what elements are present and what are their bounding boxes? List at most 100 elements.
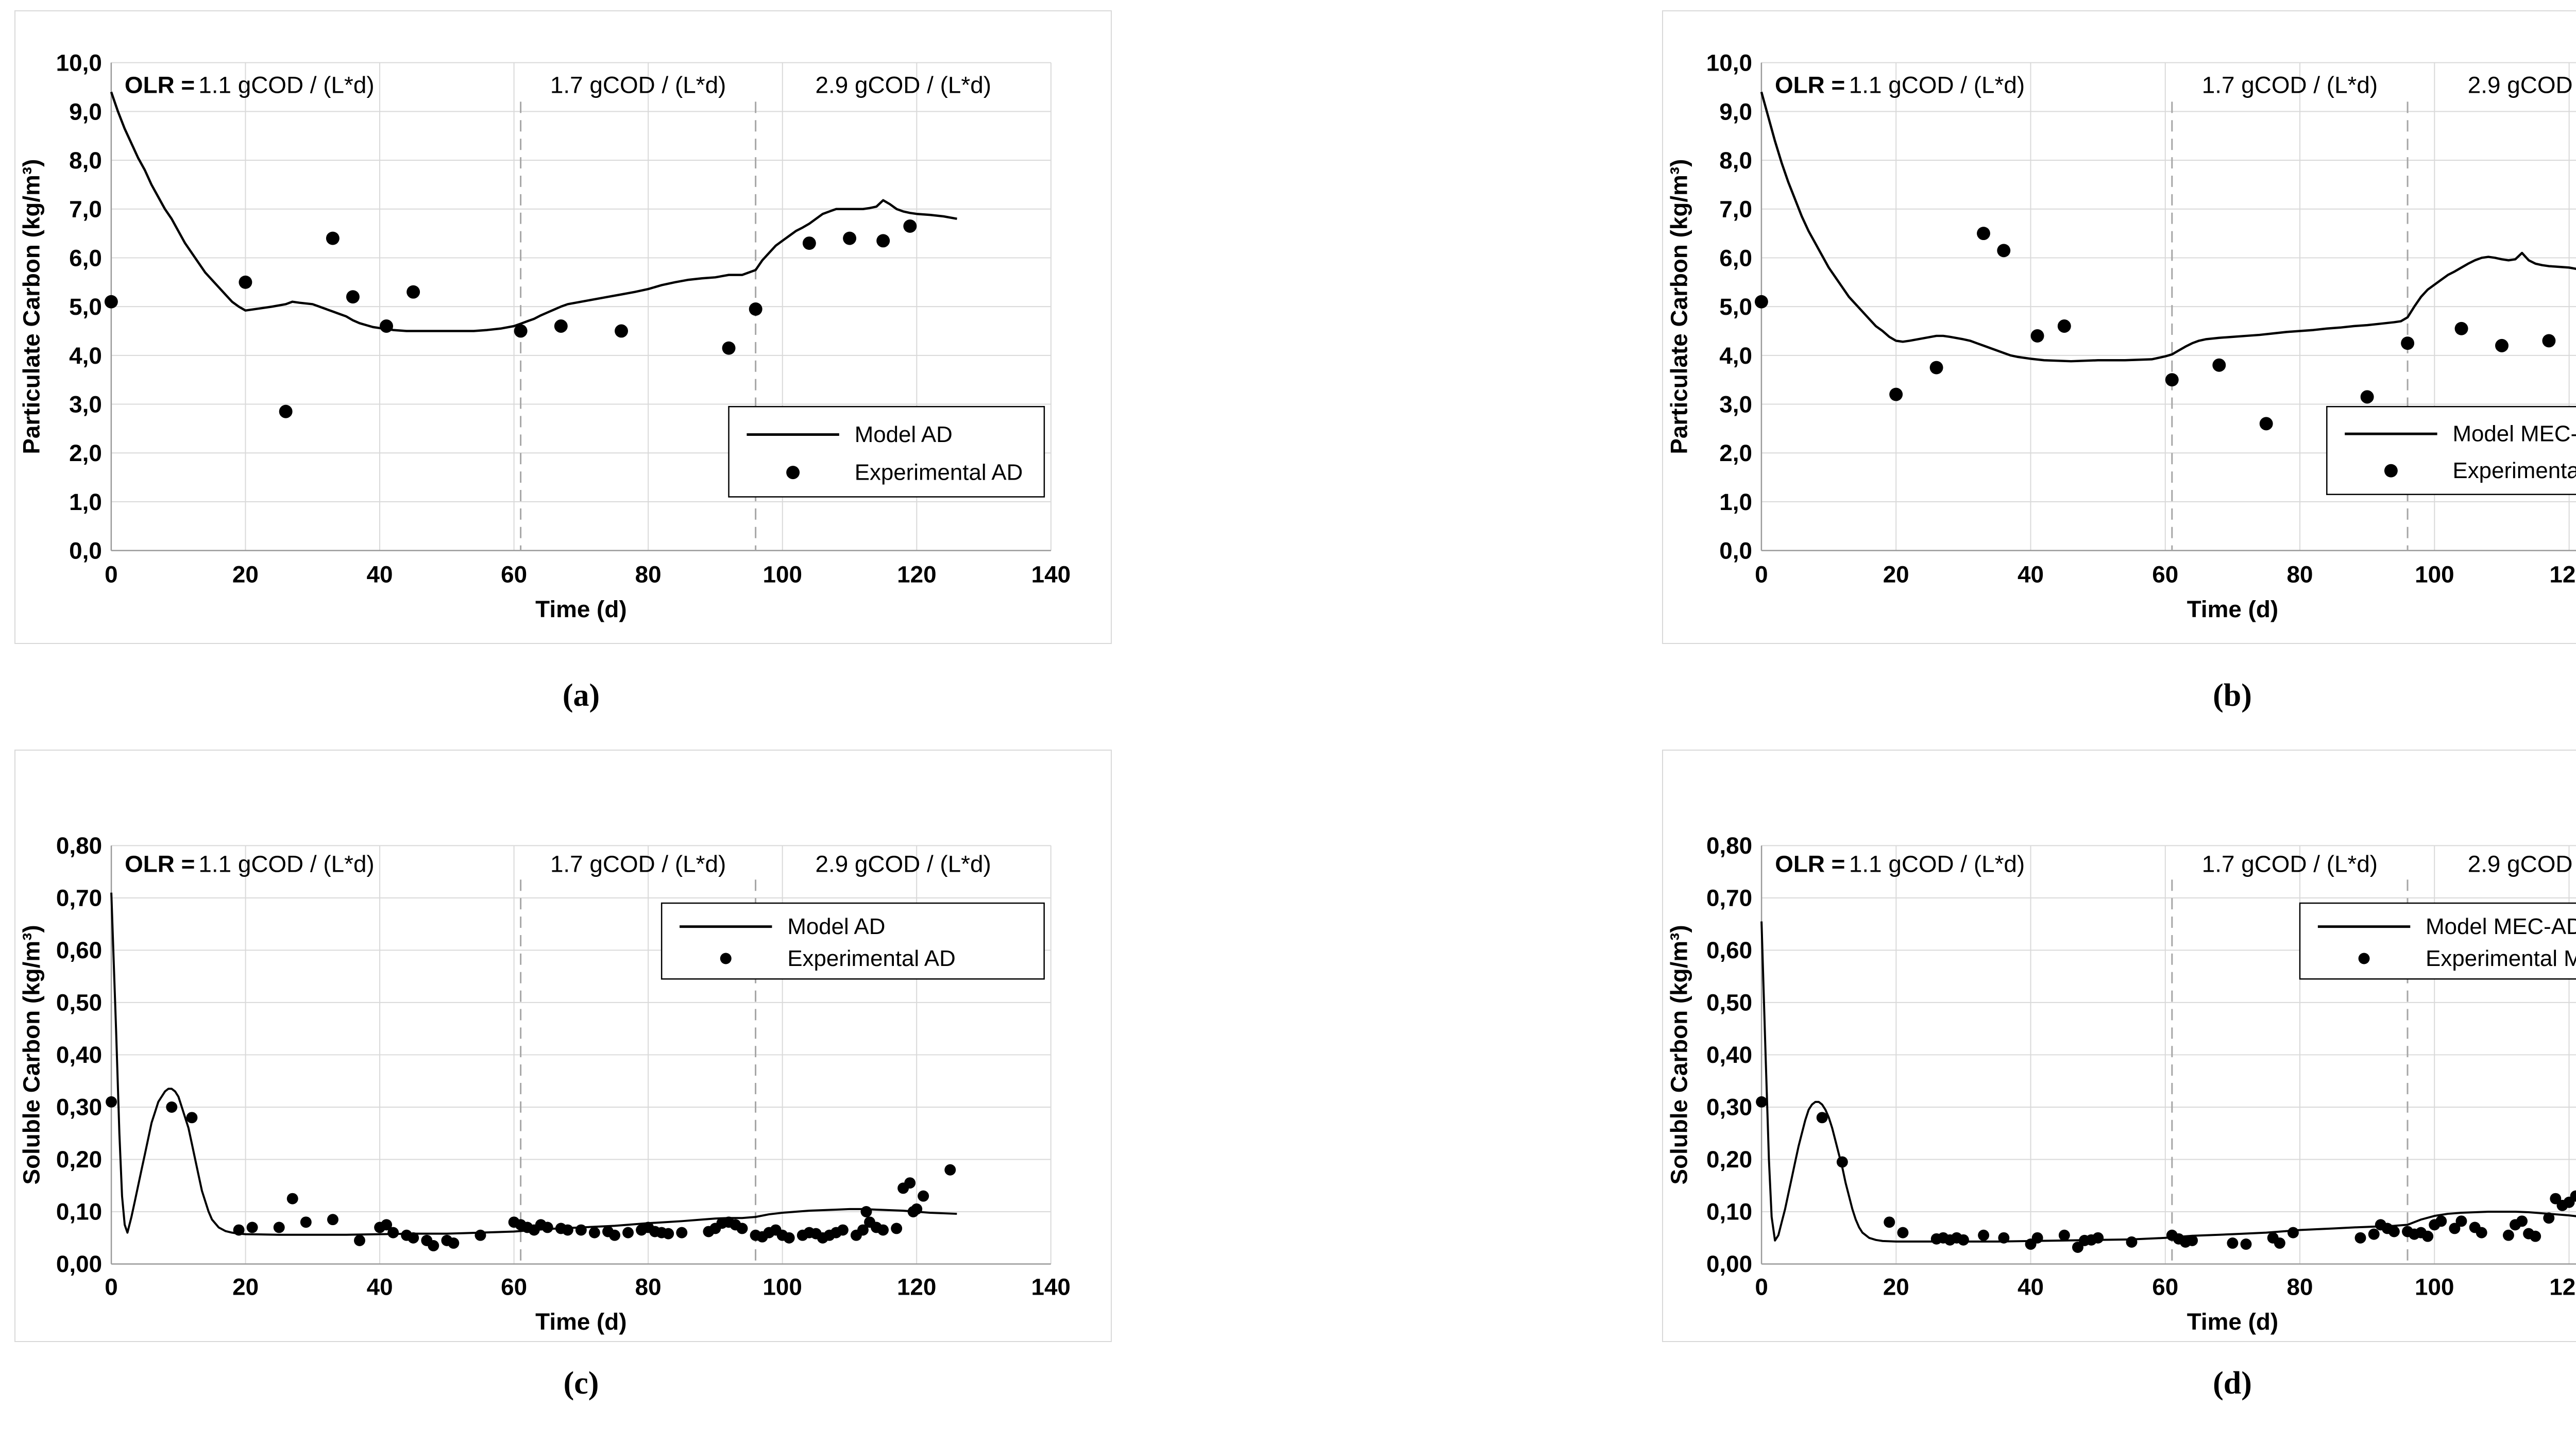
legend-label-model: Model AD (855, 422, 953, 447)
chart-c: 0 20 40 60 80 100 120 140 0,00 0,10 0,20 0,30 0,40 0,… (19, 833, 1071, 1335)
data-point (2530, 1230, 2541, 1242)
svg-text:0,80: 0,80 (56, 833, 102, 859)
legend-box (728, 406, 1045, 498)
svg-text:0,60: 0,60 (1706, 937, 1752, 963)
data-point (736, 1223, 748, 1234)
svg-text:60: 60 (501, 561, 527, 587)
data-point (2455, 1215, 2467, 1227)
svg-text:0,30: 0,30 (1706, 1094, 1752, 1120)
data-point (2476, 1227, 2487, 1239)
svg-text:2,0: 2,0 (69, 439, 102, 466)
data-point (843, 231, 857, 245)
svg-text:0,70: 0,70 (1706, 885, 1752, 911)
data-point (326, 231, 340, 245)
svg-text:OLR =: OLR = (1775, 851, 1845, 877)
svg-text:60: 60 (2152, 561, 2178, 587)
svg-text:60: 60 (501, 1274, 527, 1300)
data-point (246, 1222, 258, 1233)
data-point (106, 1096, 117, 1108)
data-point (903, 219, 917, 233)
svg-text:3,0: 3,0 (1719, 391, 1752, 418)
svg-text:7,0: 7,0 (1719, 196, 1752, 223)
svg-text:OLR =: OLR = (125, 71, 195, 98)
svg-text:0,40: 0,40 (56, 1042, 102, 1068)
svg-text:2,0: 2,0 (1719, 439, 1752, 466)
svg-text:1.7 gCOD / (L*d): 1.7 gCOD / (L*d) (550, 71, 726, 98)
x-axis-title: Time (d) (535, 596, 626, 622)
legend-label-experimental: Experimental MEC-AD (2453, 458, 2576, 483)
data-point (860, 1206, 872, 1217)
legend-dot-marker (2384, 464, 2398, 478)
svg-text:0,20: 0,20 (1706, 1146, 1752, 1173)
data-point (918, 1190, 929, 1202)
figure-label-b: (b) (2213, 678, 2252, 713)
svg-text:0,40: 0,40 (1706, 1042, 1752, 1068)
svg-text:1.1 gCOD / (L*d): 1.1 gCOD / (L*d) (198, 71, 374, 98)
svg-text:OLR =: OLR = (1775, 71, 1845, 98)
data-point (2360, 390, 2374, 404)
data-point (2165, 373, 2179, 387)
data-point (575, 1224, 587, 1236)
legend-box (660, 902, 1045, 980)
svg-text:80: 80 (635, 561, 662, 587)
svg-text:5,0: 5,0 (69, 293, 102, 320)
data-point (327, 1214, 338, 1226)
legend-label-model: Model MEC-AD (2426, 914, 2576, 939)
data-point (514, 324, 528, 338)
svg-text:80: 80 (2287, 561, 2313, 587)
data-point (239, 275, 252, 289)
svg-text:4,0: 4,0 (1719, 342, 1752, 369)
data-point (300, 1216, 312, 1228)
svg-text:1.1 gCOD / (L*d): 1.1 gCOD / (L*d) (1849, 851, 2025, 877)
data-point (904, 1177, 916, 1189)
data-point (2495, 338, 2509, 352)
legend-box (2299, 902, 2576, 980)
data-point (891, 1223, 903, 1234)
data-point (1836, 1156, 1848, 1168)
data-point (2388, 1226, 2400, 1237)
svg-text:1.1 gCOD / (L*d): 1.1 gCOD / (L*d) (1849, 71, 2025, 98)
legend-box (2326, 406, 2576, 495)
svg-text:5,0: 5,0 (1719, 293, 1752, 320)
chart-a: 0 20 40 60 80 100 120 140 0,0 1,0 2,0 3,0 4,0 5,0 6,0 7… (18, 49, 1071, 622)
legend: Model MEC-AD Experimental MEC-AD (2326, 406, 2576, 495)
data-point (2368, 1228, 2380, 1240)
svg-text:3,0: 3,0 (69, 391, 102, 418)
data-point (1978, 1229, 1990, 1241)
chart-d: 0204060801001201400,000,100,200,300,400,… (1666, 833, 2576, 1335)
svg-text:120: 120 (897, 1274, 936, 1300)
data-point (474, 1229, 486, 1241)
legend-label-model: Model MEC-AD (2453, 421, 2576, 447)
svg-text:6,0: 6,0 (69, 244, 102, 271)
data-point (2126, 1236, 2138, 1248)
chart-panel-d: 0204060801001201400,000,100,200,300,400,… (1662, 750, 2576, 1342)
legend: Model AD Experimental AD (728, 406, 1045, 498)
svg-text:10,0: 10,0 (56, 49, 102, 76)
data-point (406, 285, 420, 299)
data-point (2057, 319, 2071, 333)
olr-annotation: OLR = 1.1 gCOD / (L*d) 1.7 gCOD / (L*d) 2.9… (125, 851, 991, 877)
legend-dot-marker (720, 953, 732, 964)
svg-text:0,0: 0,0 (69, 537, 102, 564)
x-axis-title: Time (d) (2187, 596, 2278, 622)
data-point (346, 290, 360, 304)
data-point (2227, 1237, 2239, 1249)
x-axis-title: Time (d) (2187, 1309, 2278, 1335)
svg-text:7,0: 7,0 (69, 196, 102, 223)
legend-label-model: Model AD (787, 914, 885, 939)
svg-text:40: 40 (367, 561, 393, 587)
svg-text:1,0: 1,0 (69, 488, 102, 515)
svg-text:0,10: 0,10 (1706, 1199, 1752, 1225)
svg-text:1,0: 1,0 (1719, 488, 1752, 515)
svg-text:6,0: 6,0 (1719, 244, 1752, 271)
svg-text:0: 0 (1755, 561, 1768, 587)
tick-labels: 0 20 40 60 80 100 120 140 0,00 0,10 0,20 0,30 0,40 0,… (56, 833, 1071, 1300)
data-point (186, 1112, 198, 1124)
svg-text:0,50: 0,50 (1706, 989, 1752, 1015)
legend-label-experimental: Experimental AD (787, 946, 955, 971)
data-point (1884, 1216, 1895, 1228)
data-point (354, 1234, 365, 1246)
chart-panel-c: 0 20 40 60 80 100 120 140 0,00 0,10 0,20 0,30 0,40 0,… (14, 750, 1112, 1342)
svg-text:OLR =: OLR = (125, 851, 195, 877)
